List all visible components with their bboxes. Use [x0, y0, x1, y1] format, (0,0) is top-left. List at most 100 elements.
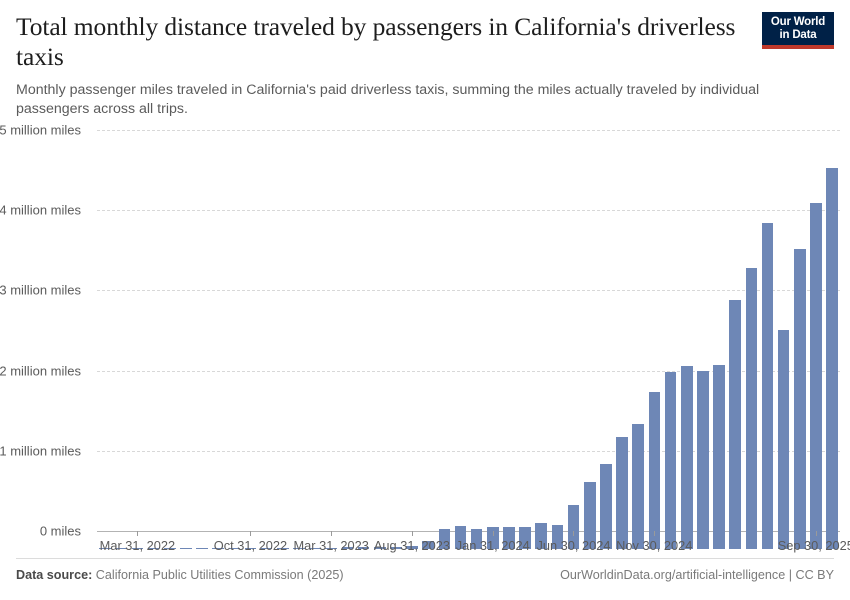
bar-slot[interactable] [549, 148, 565, 549]
bar-slot[interactable] [662, 148, 678, 549]
bar-slot[interactable] [210, 148, 226, 549]
bar[interactable] [454, 525, 467, 549]
bar-slot[interactable] [226, 148, 242, 549]
bar-slot[interactable] [307, 148, 323, 549]
bar[interactable] [648, 391, 661, 549]
bar-slot[interactable] [323, 148, 339, 549]
page-title: Total monthly distance traveled by passe… [16, 12, 736, 72]
bar[interactable] [600, 464, 612, 549]
bar-slot[interactable] [485, 148, 501, 549]
bar-slot[interactable] [404, 148, 420, 549]
bar[interactable] [293, 547, 305, 549]
bar[interactable] [260, 547, 273, 549]
bar[interactable] [583, 482, 596, 549]
bar-slot[interactable] [469, 148, 485, 549]
bar[interactable] [357, 547, 370, 549]
bar-slot[interactable] [275, 148, 291, 549]
bar[interactable] [470, 528, 483, 549]
bar[interactable] [147, 548, 160, 549]
bar-slot[interactable] [711, 148, 727, 549]
bar[interactable] [390, 546, 402, 549]
bar[interactable] [276, 547, 289, 549]
bar[interactable] [826, 168, 838, 549]
bar-slot[interactable] [582, 148, 598, 549]
bar[interactable] [616, 436, 628, 549]
bar[interactable] [745, 268, 758, 549]
bar-slot[interactable] [743, 148, 759, 549]
bar[interactable] [438, 528, 451, 549]
bar[interactable] [212, 548, 224, 549]
bar-slot[interactable] [614, 148, 630, 549]
chart-header: Total monthly distance traveled by passe… [16, 0, 834, 119]
bar-slot[interactable] [792, 148, 808, 549]
bar-slot[interactable] [824, 148, 840, 549]
bar-slot[interactable] [145, 148, 161, 549]
bar-slot[interactable] [291, 148, 307, 549]
bar-slot[interactable] [501, 148, 517, 549]
bar[interactable] [567, 504, 580, 549]
bar-slot[interactable] [162, 148, 178, 549]
bar[interactable] [406, 546, 418, 549]
bar[interactable] [519, 527, 531, 549]
bar-slot[interactable] [129, 148, 145, 549]
bar-slot[interactable] [517, 148, 533, 549]
bar[interactable] [793, 249, 806, 549]
x-axis-tick [137, 531, 139, 536]
bar[interactable] [180, 548, 192, 549]
bar[interactable] [697, 370, 709, 549]
bar[interactable] [487, 526, 499, 549]
bar-slot[interactable] [259, 148, 275, 549]
bar-slot[interactable] [566, 148, 582, 549]
bar[interactable] [341, 547, 354, 549]
bar-slot[interactable] [194, 148, 210, 549]
bar-slot[interactable] [388, 148, 404, 549]
bar-slot[interactable] [808, 148, 824, 549]
bar[interactable] [325, 547, 338, 549]
attribution-link[interactable]: OurWorldinData.org/artificial-intelligen… [560, 568, 834, 582]
bar-slot[interactable] [436, 148, 452, 549]
bar-slot[interactable] [776, 148, 792, 549]
bar[interactable] [373, 547, 386, 549]
bar[interactable] [115, 548, 128, 549]
bar-series [97, 148, 840, 549]
owid-logo[interactable]: Our World in Data [762, 12, 834, 49]
bar[interactable] [664, 371, 677, 549]
bar[interactable] [777, 330, 790, 549]
bar-slot[interactable] [178, 148, 194, 549]
bar[interactable] [761, 223, 774, 549]
bar[interactable] [244, 548, 257, 549]
bar[interactable] [729, 300, 741, 549]
bar[interactable] [680, 366, 693, 549]
bar-slot[interactable] [97, 148, 113, 549]
bar-slot[interactable] [598, 148, 614, 549]
bar-slot[interactable] [727, 148, 743, 549]
bar-slot[interactable] [356, 148, 372, 549]
bar[interactable] [422, 541, 435, 549]
bar[interactable] [228, 548, 241, 549]
bar-slot[interactable] [452, 148, 468, 549]
bar-slot[interactable] [630, 148, 646, 549]
bar[interactable] [503, 526, 515, 549]
bar-slot[interactable] [759, 148, 775, 549]
bar[interactable] [535, 522, 548, 549]
bar-slot[interactable] [242, 148, 258, 549]
bar[interactable] [196, 548, 208, 549]
bar[interactable] [309, 547, 321, 549]
bar-slot[interactable] [646, 148, 662, 549]
bar[interactable] [131, 548, 144, 549]
bar-slot[interactable] [372, 148, 388, 549]
bar[interactable] [810, 202, 822, 549]
bar[interactable] [163, 548, 176, 549]
bar[interactable] [551, 524, 564, 549]
bar-slot[interactable] [679, 148, 695, 549]
bar-slot[interactable] [339, 148, 355, 549]
bar[interactable] [632, 423, 645, 549]
bar-slot[interactable] [420, 148, 436, 549]
chart-plot-area: 0 miles 1 million miles 2 million miles 3 m… [0, 123, 840, 549]
bar-slot[interactable] [695, 148, 711, 549]
bar[interactable] [99, 548, 111, 549]
bar-slot[interactable] [113, 148, 129, 549]
bar-slot[interactable] [533, 148, 549, 549]
bar[interactable] [713, 365, 725, 549]
y-axis-tick-label: 5 million miles [0, 122, 81, 138]
